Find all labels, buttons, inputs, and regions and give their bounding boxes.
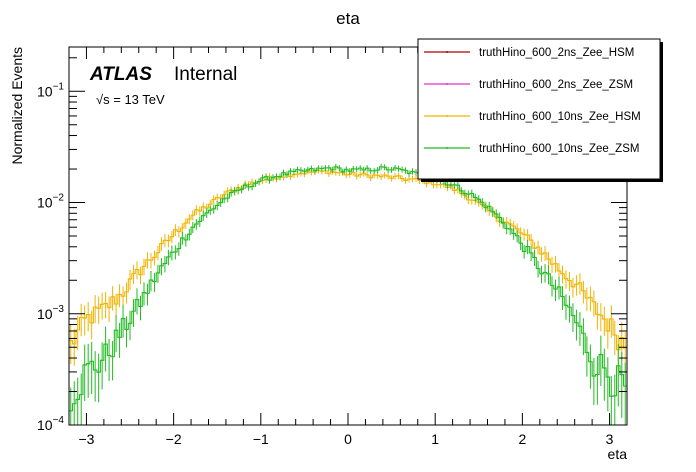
y-tick-base: 10 — [37, 306, 53, 322]
y-tick-base: 10 — [37, 83, 53, 99]
energy-label: √s = 13 TeV — [96, 92, 165, 107]
y-tick-label: 10−4 — [37, 415, 64, 433]
legend-entry: truthHino_600_10ns_Zee_ZSM — [424, 143, 639, 155]
y-tick-exponent: −1 — [53, 81, 65, 92]
legend-entry: truthHino_600_2ns_Zee_ZSM — [424, 79, 633, 91]
legend-marker — [446, 147, 448, 149]
y-axis: 10−410−310−210−1 — [37, 57, 627, 433]
x-tick-label: 1 — [431, 431, 439, 447]
y-tick-exponent: −4 — [53, 415, 65, 426]
legend-marker — [446, 51, 448, 53]
legend-box — [417, 38, 661, 180]
legend: truthHino_600_2ns_Zee_HSM truthHino_600_2… — [417, 38, 663, 182]
x-tick-label: −1 — [253, 431, 269, 447]
x-tick-label: 2 — [518, 431, 526, 447]
histogram-line — [69, 166, 627, 412]
y-tick-exponent: −3 — [53, 304, 65, 315]
energy-sqrt: √s — [96, 92, 110, 107]
y-tick-label: 10−2 — [37, 193, 64, 211]
x-tick-label: 0 — [344, 431, 352, 447]
y-tick-label: 10−3 — [37, 304, 64, 322]
atlas-label: ATLAS Internal — [89, 64, 237, 85]
y-tick-exponent: −2 — [53, 193, 65, 204]
x-tick-label: −3 — [78, 431, 94, 447]
legend-label: truthHino_600_10ns_Zee_HSM — [479, 111, 641, 123]
legend-marker — [446, 115, 448, 117]
y-tick-base: 10 — [37, 417, 53, 433]
legend-marker — [446, 83, 448, 85]
chart-title: eta — [336, 9, 360, 28]
internal-text: Internal — [174, 64, 237, 85]
y-tick-label: 10−1 — [37, 81, 64, 99]
y-axis-label: Normalized Events — [9, 47, 25, 165]
legend-label: truthHino_600_2ns_Zee_HSM — [479, 47, 634, 59]
energy-value: = 13 TeV — [110, 92, 165, 107]
x-axis-label: eta — [608, 446, 628, 462]
series-10ns-zsm — [69, 163, 627, 425]
histogram-line — [69, 169, 627, 351]
legend-entry: truthHino_600_10ns_Zee_HSM — [424, 111, 641, 123]
x-tick-label: 3 — [606, 431, 614, 447]
x-tick-label: −2 — [166, 431, 182, 447]
atlas-text: ATLAS — [89, 64, 152, 85]
series-layer — [69, 163, 627, 425]
y-tick-base: 10 — [37, 195, 53, 211]
legend-entry: truthHino_600_2ns_Zee_HSM — [424, 47, 634, 59]
legend-label: truthHino_600_2ns_Zee_ZSM — [479, 79, 633, 91]
legend-label: truthHino_600_10ns_Zee_ZSM — [479, 143, 639, 155]
